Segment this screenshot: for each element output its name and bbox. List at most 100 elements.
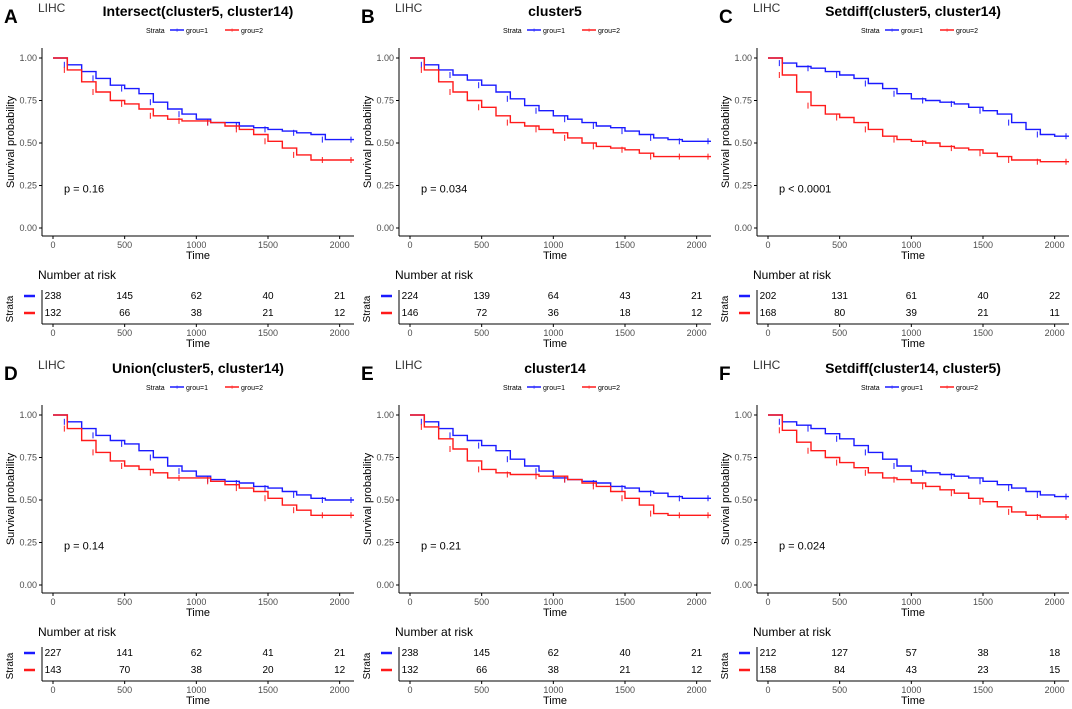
risk-count: 146 [402, 308, 419, 319]
panel-b: B LIHC cluster5 Strata + grou=1 + grou=2 0.00 0.2… [361, 1, 711, 350]
risk-table-heading: Number at risk [753, 268, 832, 282]
plot-title: Setdiff(cluster5, cluster14) [825, 3, 1001, 19]
risk-count: 39 [906, 308, 918, 319]
risk-table-heading: Number at risk [38, 268, 117, 282]
x-tick-label: 1000 [543, 240, 563, 250]
risk-x-axis-label: Time [186, 338, 210, 350]
y-axis-label: Survival probability [720, 95, 732, 188]
legend-title: Strata [503, 28, 522, 35]
y-tick-label: 1.00 [376, 53, 394, 63]
risk-count: 21 [334, 291, 346, 302]
risk-count: 57 [906, 648, 918, 659]
x-tick-label: 1000 [186, 240, 206, 250]
risk-count: 11 [1049, 308, 1060, 319]
legend: Strata + grou=1 + grou=2 [503, 28, 620, 36]
x-tick-label: 1500 [973, 240, 993, 250]
km-curve-1 [53, 57, 354, 141]
risk-count: 158 [760, 665, 777, 676]
km-curve-2 [53, 414, 354, 516]
risk-table-strata-label: Strata [5, 652, 16, 679]
risk-table-heading: Number at risk [753, 625, 832, 639]
risk-count: 62 [191, 291, 203, 302]
risk-count: 70 [119, 665, 131, 676]
y-tick-label: 1.00 [19, 410, 37, 420]
y-tick-label: 0.25 [19, 181, 37, 191]
risk-count: 43 [906, 665, 918, 676]
plot-title: Intersect(cluster5, cluster14) [103, 3, 294, 19]
risk-count: 12 [691, 308, 703, 319]
risk-count: 40 [977, 291, 989, 302]
cancer-label: LIHC [395, 358, 423, 372]
x-tick-label: 500 [474, 597, 489, 607]
risk-count: 21 [334, 648, 346, 659]
y-tick-label: 0.50 [376, 495, 394, 505]
km-curve-1 [410, 414, 711, 499]
risk-count: 22 [1049, 291, 1061, 302]
km-curve-2 [768, 57, 1069, 163]
plot-title: Union(cluster5, cluster14) [112, 360, 284, 376]
x-tick-label: 0 [407, 597, 412, 607]
y-tick-label: 0.75 [734, 453, 752, 463]
risk-count: 40 [262, 291, 274, 302]
legend: Strata + grou=1 + grou=2 [146, 28, 263, 36]
plot-title: cluster14 [524, 360, 586, 376]
y-tick-label: 1.00 [376, 410, 394, 420]
risk-count: 66 [119, 308, 131, 319]
cancer-label: LIHC [395, 1, 423, 15]
risk-x-tick-label: 1500 [615, 328, 635, 338]
risk-count: 168 [760, 308, 777, 319]
risk-count: 61 [906, 291, 918, 302]
x-tick-label: 1000 [901, 597, 921, 607]
risk-x-tick-label: 1000 [186, 328, 206, 338]
x-tick-label: 500 [474, 240, 489, 250]
y-axis-label: Survival probability [362, 452, 374, 545]
x-tick-label: 1500 [615, 240, 635, 250]
y-tick-label: 1.00 [734, 410, 752, 420]
x-axis-label: Time [186, 607, 210, 619]
legend-title: Strata [503, 385, 522, 392]
risk-table-strata-label: Strata [720, 295, 731, 322]
x-tick-label: 500 [832, 597, 847, 607]
risk-count: 132 [402, 665, 419, 676]
y-tick-label: 0.00 [19, 580, 37, 590]
risk-x-tick-label: 500 [474, 685, 489, 695]
legend-marker-2: + [230, 28, 234, 35]
km-curve-2 [410, 414, 711, 516]
risk-count: 64 [548, 291, 560, 302]
risk-x-tick-label: 1000 [901, 685, 921, 695]
risk-x-axis-label: Time [901, 695, 925, 707]
risk-x-tick-label: 2000 [1045, 685, 1065, 695]
risk-count: 238 [402, 648, 419, 659]
risk-x-tick-label: 500 [117, 328, 132, 338]
panel-label: C [719, 7, 733, 28]
legend-entry-1: grou=1 [901, 385, 923, 392]
risk-x-axis-label: Time [543, 338, 567, 350]
panel-label: F [719, 364, 731, 385]
x-tick-label: 1500 [258, 240, 278, 250]
risk-x-axis-label: Time [901, 338, 925, 350]
risk-count: 145 [116, 291, 133, 302]
risk-x-tick-label: 500 [474, 328, 489, 338]
y-tick-label: 0.25 [734, 181, 752, 191]
risk-x-tick-label: 2000 [330, 328, 350, 338]
risk-count: 21 [619, 665, 631, 676]
risk-x-tick-label: 1500 [258, 685, 278, 695]
panel-c: C LIHC Setdiff(cluster5, cluster14) Strata +… [719, 1, 1069, 350]
legend-marker-1: + [890, 28, 894, 35]
y-tick-label: 1.00 [19, 53, 37, 63]
risk-x-tick-label: 0 [407, 685, 412, 695]
x-axis-label: Time [901, 250, 925, 262]
risk-x-tick-label: 500 [832, 328, 847, 338]
x-tick-label: 500 [832, 240, 847, 250]
x-axis-label: Time [543, 250, 567, 262]
risk-table-strata-label: Strata [362, 295, 373, 322]
p-value: p = 0.14 [64, 540, 104, 552]
km-curve-2 [410, 57, 711, 158]
x-tick-label: 0 [50, 240, 55, 250]
legend-entry-2: grou=2 [956, 385, 978, 392]
risk-count: 12 [691, 665, 703, 676]
panel-label: A [4, 7, 18, 28]
legend-entry-1: grou=1 [901, 28, 923, 35]
risk-count: 21 [691, 291, 703, 302]
km-curve-2 [53, 57, 354, 161]
